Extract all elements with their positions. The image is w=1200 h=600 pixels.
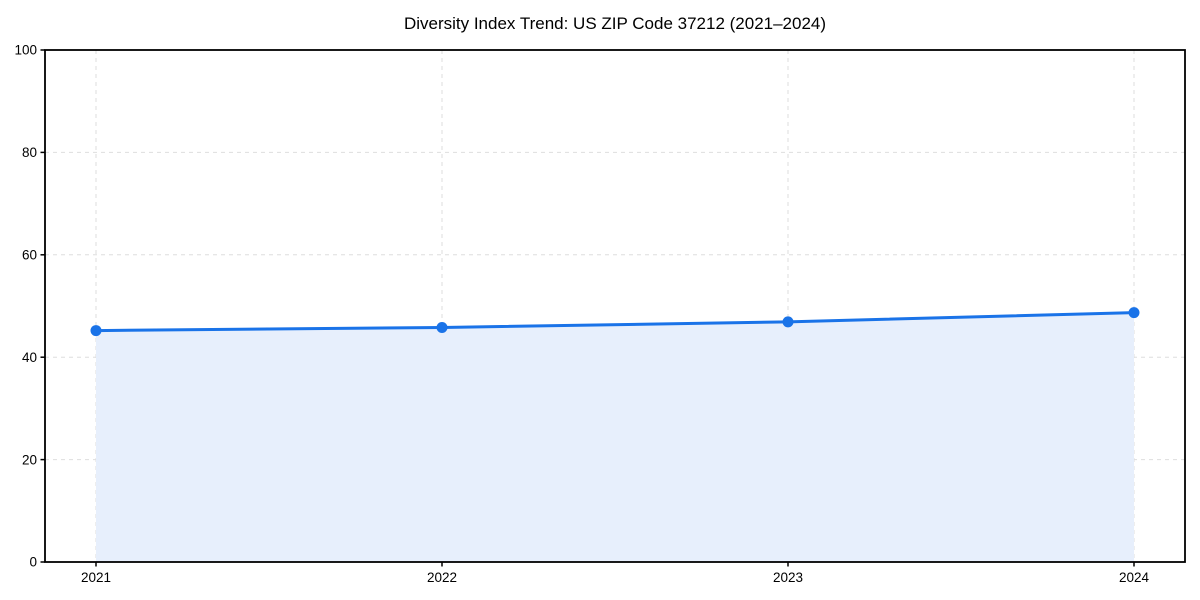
data-point [90, 325, 102, 337]
data-point [1128, 307, 1140, 319]
x-axis-tick-label: 2024 [1119, 570, 1150, 585]
axes-layer [40, 49, 1186, 567]
y-axis-tick-label: 80 [22, 145, 37, 160]
chart-title: Diversity Index Trend: US ZIP Code 37212… [404, 14, 826, 33]
series-layer [90, 307, 1140, 562]
x-axis-tick-label: 2021 [81, 570, 111, 585]
area-fill [96, 312, 1134, 562]
y-axis-tick-label: 60 [22, 248, 37, 263]
y-axis-tick-label: 100 [14, 43, 37, 58]
data-point [782, 316, 794, 328]
x-axis-tick-label: 2023 [773, 570, 803, 585]
trend-line [94, 311, 1136, 333]
x-axis-tick-label: 2022 [427, 570, 457, 585]
y-axis-tick-label: 40 [22, 350, 37, 365]
data-point [436, 322, 448, 334]
label-layer: 0 20 40 60 80 100 2021 2022 2023 2024 [14, 43, 1149, 585]
y-axis-tick-label: 0 [29, 555, 37, 570]
y-axis-tick-label: 20 [22, 452, 37, 467]
plot-border [44, 49, 1186, 563]
